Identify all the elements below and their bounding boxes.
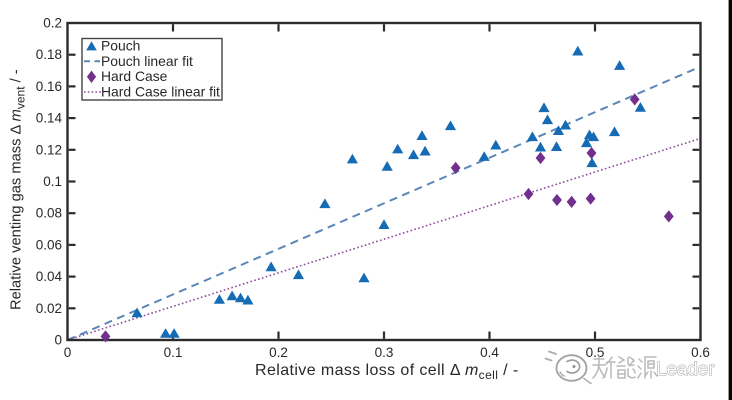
svg-text:0.18: 0.18 — [36, 47, 62, 62]
svg-text:0.08: 0.08 — [36, 206, 62, 221]
svg-text:0.16: 0.16 — [36, 79, 62, 94]
svg-text:0.02: 0.02 — [36, 301, 62, 316]
svg-text:Hard Case linear fit: Hard Case linear fit — [101, 84, 220, 100]
svg-text:0.6: 0.6 — [691, 345, 710, 360]
svg-text:Pouch linear fit: Pouch linear fit — [101, 53, 193, 69]
svg-text:0.04: 0.04 — [36, 269, 63, 284]
svg-text:0.5: 0.5 — [586, 345, 605, 360]
svg-text:0.12: 0.12 — [36, 142, 62, 157]
svg-text:0.2: 0.2 — [43, 16, 62, 31]
svg-text:0.4: 0.4 — [480, 345, 499, 360]
svg-text:0.1: 0.1 — [164, 345, 183, 360]
svg-text:Leader: Leader — [656, 358, 714, 379]
svg-text:Hard Case: Hard Case — [101, 68, 168, 84]
svg-text:Relative venting gas mass Δ mv: Relative venting gas mass Δ mvent / - — [9, 69, 28, 310]
svg-text:0.3: 0.3 — [375, 345, 394, 360]
svg-text:Pouch: Pouch — [101, 38, 140, 54]
svg-text:0.1: 0.1 — [43, 174, 62, 189]
svg-text:0: 0 — [64, 345, 72, 360]
svg-text:0.06: 0.06 — [36, 237, 62, 252]
svg-text:0: 0 — [54, 333, 62, 348]
svg-text:0.2: 0.2 — [269, 345, 288, 360]
svg-text:Relative mass loss of cell Δ m: Relative mass loss of cell Δ mcell / - — [255, 362, 519, 382]
svg-text:0.14: 0.14 — [36, 111, 63, 126]
